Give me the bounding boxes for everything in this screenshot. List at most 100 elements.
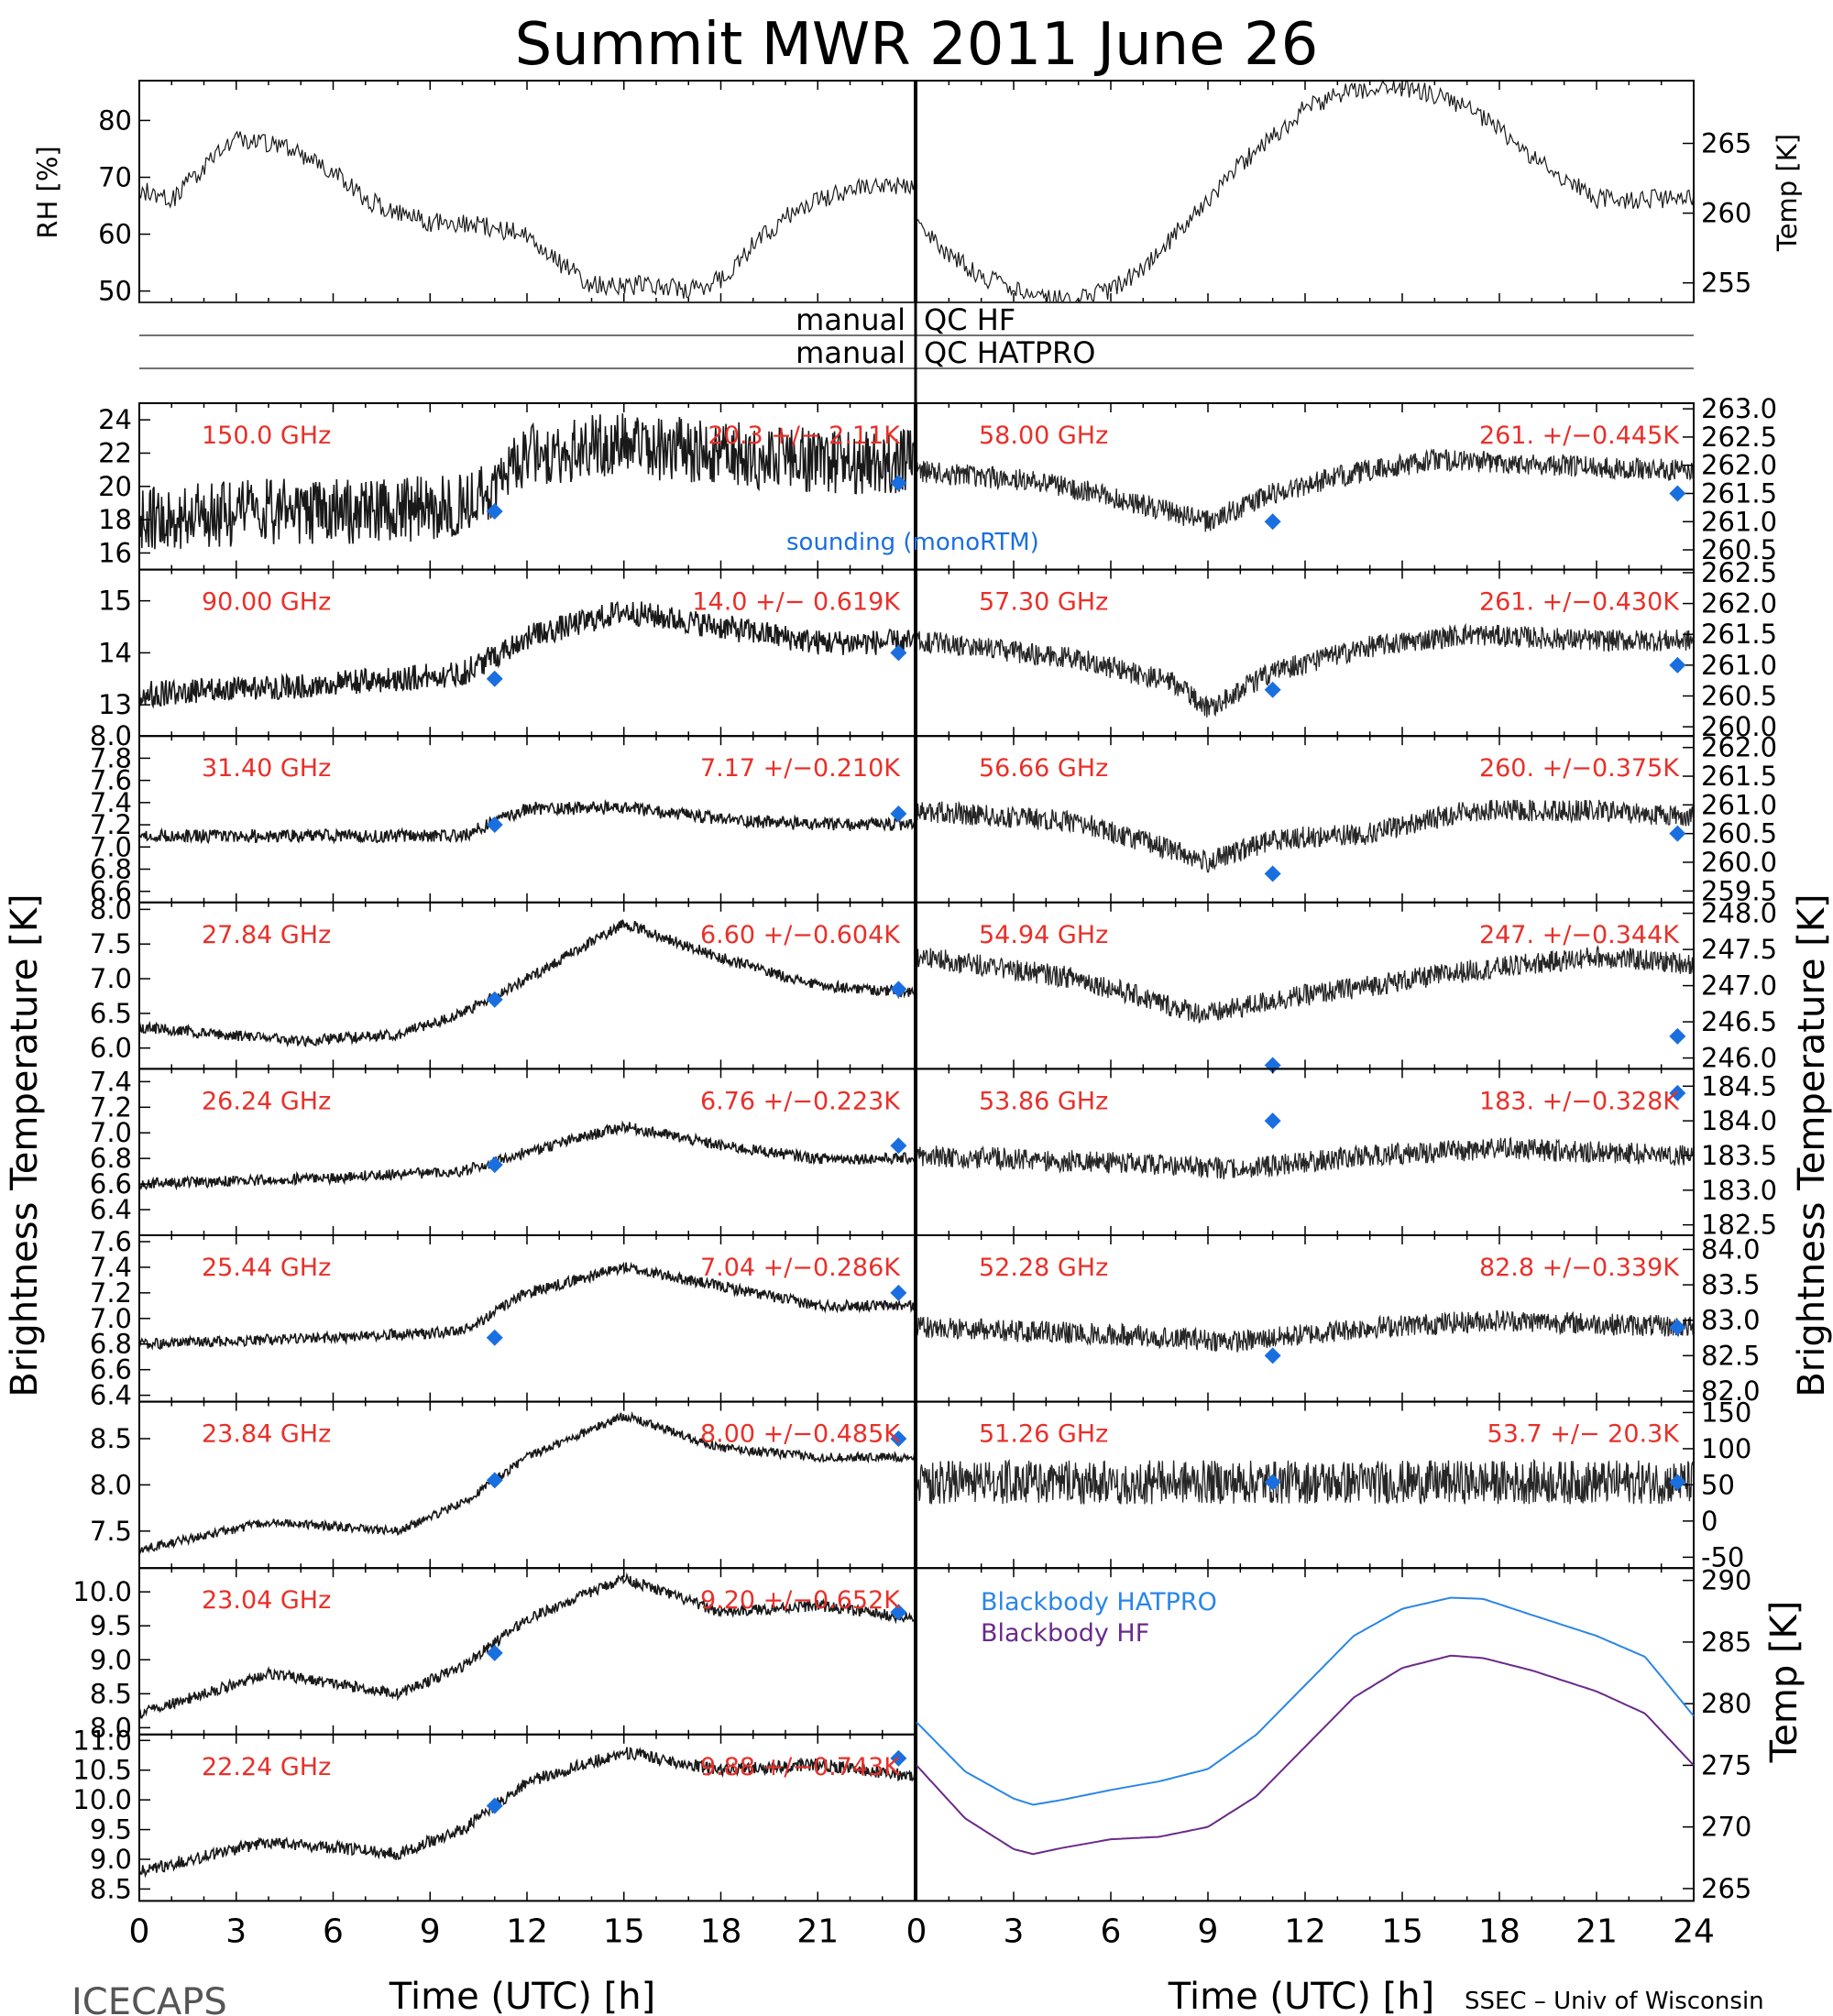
y-tick-label: 285 bbox=[1701, 1627, 1751, 1658]
temp-axis-label: Temp [K] bbox=[1772, 134, 1803, 252]
channel-label: 26.24 GHz bbox=[202, 1087, 331, 1115]
data-trace bbox=[916, 1458, 1695, 1505]
footer-ssec: SSEC – Univ of Wisconsin bbox=[1465, 1988, 1764, 2015]
y-tick-label: 261.0 bbox=[1701, 789, 1777, 820]
y-tick-label: 7.5 bbox=[90, 928, 132, 959]
panel-ch2624: 6.46.66.87.07.27.4 26.24 GHz 6.76 +/−0.223… bbox=[90, 1066, 916, 1237]
y-tick-label: 290 bbox=[1701, 1565, 1751, 1596]
x-tick-label: 12 bbox=[506, 1912, 548, 1950]
sounding-marker bbox=[486, 1156, 503, 1174]
data-trace bbox=[138, 413, 916, 550]
data-trace bbox=[916, 799, 1695, 873]
x-tick-label: 18 bbox=[700, 1912, 742, 1950]
y-tick-label: 6.6 bbox=[90, 1168, 132, 1200]
y-tick-label: 183.5 bbox=[1701, 1140, 1777, 1171]
y-tick-label: 261.0 bbox=[1701, 506, 1777, 537]
y-tick-label: 260.5 bbox=[1701, 534, 1777, 565]
panel-ch2224: 8.59.09.510.010.511.0 22.24 GHz 9.88 +/−0.… bbox=[72, 1725, 916, 1904]
y-tick-label: 262.5 bbox=[1701, 557, 1777, 588]
y-tick-label: 260.0 bbox=[1701, 711, 1777, 742]
y-tick-label: 10.0 bbox=[72, 1576, 132, 1607]
y-tick-label: 265 bbox=[1701, 127, 1751, 159]
x-tick-label: 12 bbox=[1284, 1912, 1326, 1950]
channel-label: 52.28 GHz bbox=[979, 1254, 1108, 1282]
panel-ch5228: 82.0 82.5 83.0 83.5 84.0 52.28 GHz 82.8 +/−0.3… bbox=[916, 1233, 1761, 1407]
sounding-marker bbox=[486, 991, 503, 1008]
y-tick-label: 261.5 bbox=[1701, 477, 1777, 509]
sounding-legend: sounding (monoRTM) bbox=[786, 529, 1039, 556]
y-tick-label: 261.5 bbox=[1701, 619, 1777, 650]
blackbody-line bbox=[916, 1654, 1695, 1856]
y-tick-label: 262.5 bbox=[1701, 422, 1777, 453]
sounding-marker bbox=[1264, 513, 1281, 531]
sounding-marker bbox=[486, 1472, 503, 1489]
sounding-marker bbox=[486, 1329, 503, 1346]
y-tick-label: 7.4 bbox=[90, 1252, 132, 1283]
figure-title: Summit MWR 2011 June 26 bbox=[515, 11, 1319, 79]
channel-stat: 7.04 +/−0.286K bbox=[700, 1254, 901, 1282]
plot-frame bbox=[138, 80, 916, 303]
y-tick-label: 7.2 bbox=[90, 809, 132, 840]
y-tick-label: 20 bbox=[98, 471, 132, 502]
y-tick-label: 24 bbox=[98, 404, 132, 435]
y-tick-label: 7.2 bbox=[90, 1277, 132, 1309]
channel-label: 27.84 GHz bbox=[202, 921, 331, 949]
y-tick-label: 82.5 bbox=[1701, 1340, 1761, 1371]
y-tick-label: 10.5 bbox=[72, 1755, 132, 1786]
y-tick-label: 7.5 bbox=[90, 1516, 132, 1547]
y-tick-label: 0 bbox=[1701, 1506, 1718, 1537]
channel-label: 54.94 GHz bbox=[979, 921, 1108, 949]
data-trace bbox=[138, 1572, 916, 1719]
y-tick-label: 6.8 bbox=[90, 1143, 132, 1174]
y-tick-label: 13 bbox=[98, 689, 132, 720]
sounding-marker bbox=[890, 644, 907, 662]
x-tick-label: 3 bbox=[1004, 1912, 1025, 1950]
data-trace bbox=[916, 1136, 1695, 1179]
y-tick-label: 255 bbox=[1701, 268, 1751, 299]
sounding-marker bbox=[1669, 825, 1686, 842]
channel-stat: 8.00 +/−0.485K bbox=[700, 1420, 901, 1449]
y-tick-label: 7.0 bbox=[90, 831, 132, 862]
y-tick-label: 261.5 bbox=[1701, 761, 1777, 792]
y-tick-label: 260.5 bbox=[1701, 818, 1777, 849]
channel-stat: 14.0 +/− 0.619K bbox=[692, 588, 901, 617]
qc-section: manual QC HF manual QC HATPRO bbox=[139, 81, 1694, 403]
y-tick-label: 7.8 bbox=[90, 742, 132, 773]
sounding-marker bbox=[890, 1284, 907, 1301]
x-axis-label-left: Time (UTC) [h] bbox=[389, 1976, 655, 2016]
sounding-marker bbox=[1264, 865, 1281, 882]
y-tick-label: 259.5 bbox=[1701, 875, 1777, 906]
channel-stat: 6.60 +/−0.604K bbox=[700, 921, 901, 949]
y-tick-label: 8.5 bbox=[90, 1873, 132, 1904]
y-tick-label: 7.4 bbox=[90, 787, 132, 818]
channel-stat: 9.20 +/−0.652K bbox=[700, 1586, 901, 1615]
y-tick-label: 6.6 bbox=[90, 1354, 132, 1386]
y-tick-label: 246.5 bbox=[1701, 1006, 1777, 1037]
channel-label: 22.24 GHz bbox=[202, 1753, 331, 1781]
panel-ch5494: 246.0 246.5 247.0 247.5 248.0 54.94 GHz 247. +… bbox=[916, 898, 1777, 1074]
sounding-marker bbox=[486, 1797, 503, 1814]
y-tick-label: 15 bbox=[98, 586, 132, 617]
panel-ch2784: 6.0 6.5 7.0 7.58.0 27.84 GHz 6.60 +/−0.604K bbox=[90, 893, 916, 1070]
y-tick-label: 8.0 bbox=[90, 720, 132, 751]
sounding-marker bbox=[486, 503, 503, 520]
y-tick-label: 270 bbox=[1701, 1812, 1751, 1843]
y-tick-label: 70 bbox=[98, 161, 132, 192]
y-tick-label: 6.4 bbox=[90, 1380, 132, 1411]
sounding-marker bbox=[1669, 656, 1686, 674]
y-tick-label: 50 bbox=[1701, 1469, 1735, 1500]
y-tick-label: 7.0 bbox=[90, 963, 132, 994]
y-tick-label: 18 bbox=[98, 504, 132, 535]
channel-label: 90.00 GHz bbox=[202, 588, 331, 617]
y-tick-label: 16 bbox=[98, 537, 132, 568]
panel-rh: 50 60 70 80 bbox=[98, 80, 916, 307]
sounding-marker bbox=[1669, 1084, 1686, 1101]
y-tick-label: 262.0 bbox=[1701, 450, 1777, 481]
y-tick-label: 6.0 bbox=[90, 1033, 132, 1064]
data-trace bbox=[138, 1747, 916, 1879]
y-tick-label: 7.0 bbox=[90, 1303, 132, 1334]
